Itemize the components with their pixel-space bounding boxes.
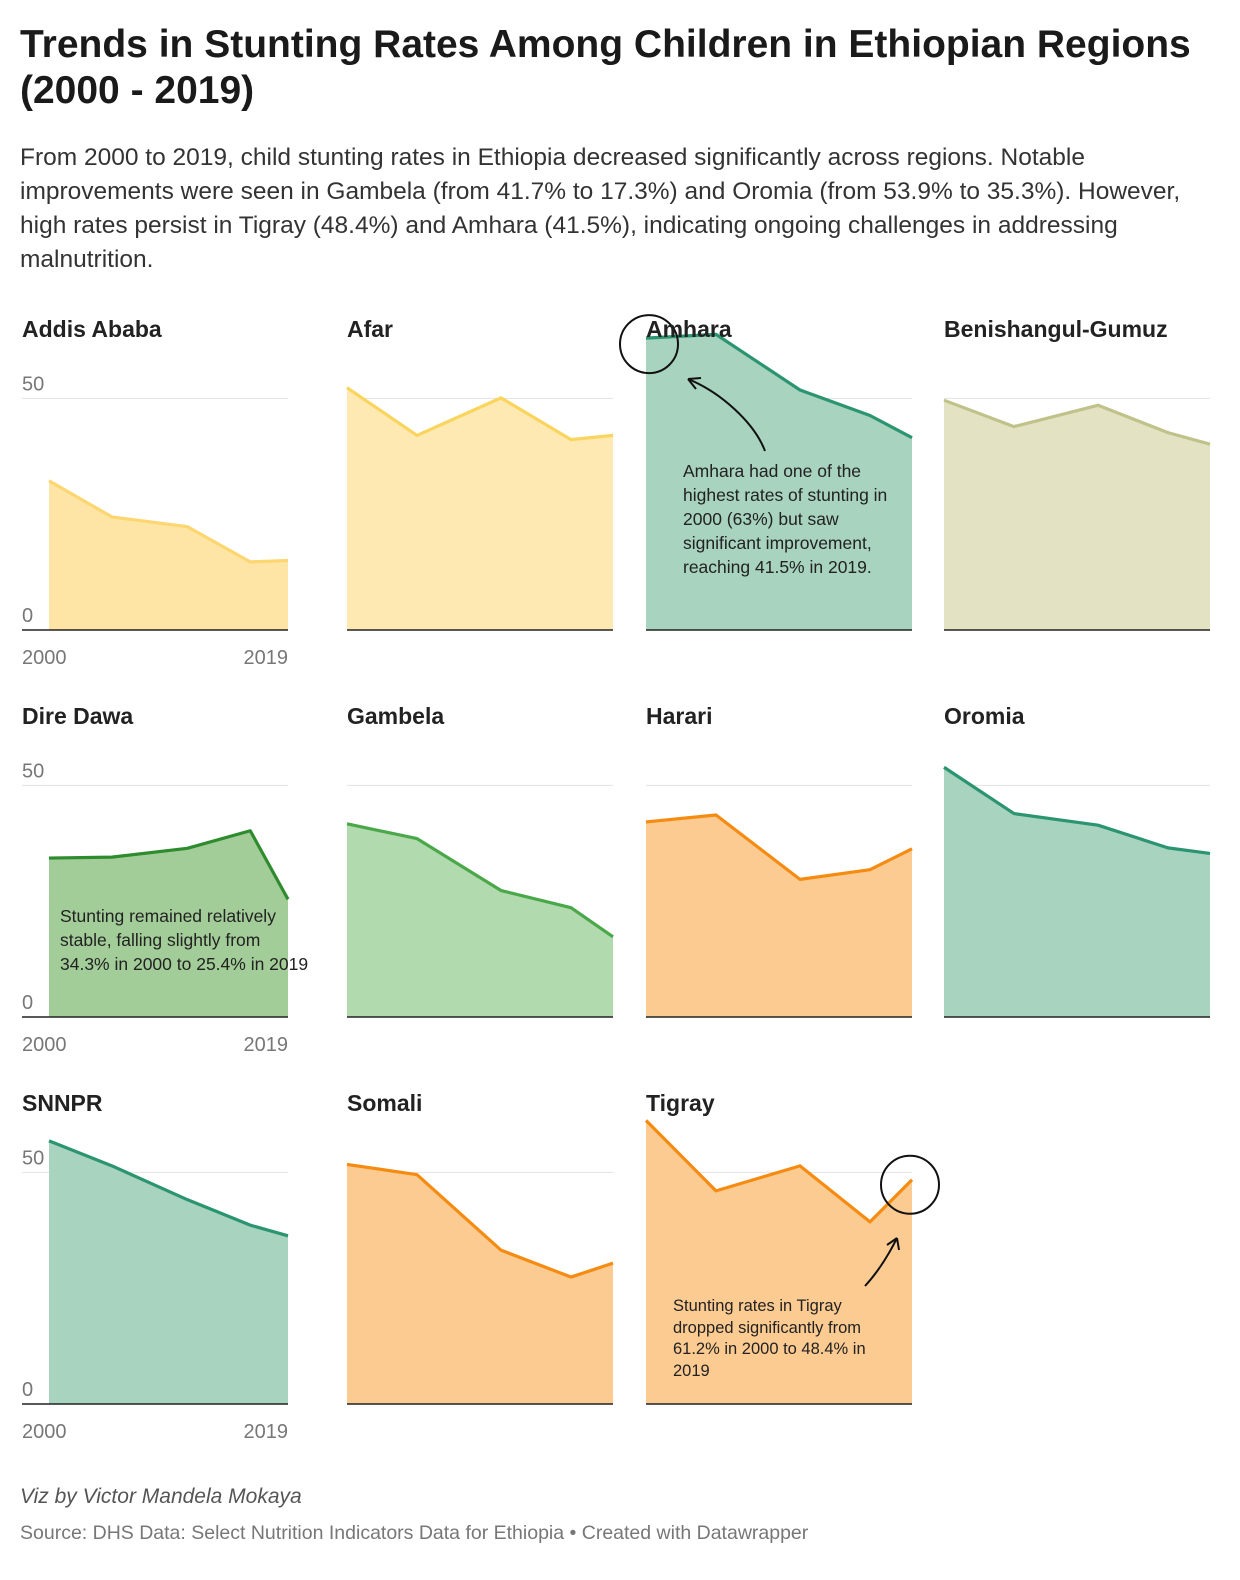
- series-line: [645, 813, 913, 881]
- series-line: [346, 1162, 614, 1279]
- panel-plot: 50 0 2000 2019: [22, 373, 289, 669]
- panel-title: Benishangul-Gumuz: [944, 316, 1168, 342]
- panel-title: Gambela: [347, 703, 445, 729]
- y-tick-label-0: 0: [22, 605, 33, 627]
- area-fill: [347, 823, 613, 1017]
- annotation-tigray: Stunting rates in Tigray dropped signifi…: [673, 1297, 866, 1380]
- panel-title: Amhara: [646, 316, 732, 342]
- annotation-dire-dawa: Stunting remained relatively stable, fal…: [60, 906, 309, 974]
- y-tick-label-0: 0: [22, 992, 33, 1014]
- panel-title: Dire Dawa: [22, 703, 134, 729]
- chart-title: Trends in Stunting Rates Among Children …: [20, 23, 1191, 112]
- panel-benishangul-gumuz: Benishangul-Gumuz: [943, 316, 1214, 686]
- panel-plot: 50 0 2000 2019: [22, 1139, 289, 1443]
- y-tick-label-50: 50: [22, 373, 44, 395]
- area-fill: [49, 1140, 288, 1404]
- area-fill: [347, 387, 613, 630]
- area-fill: [944, 767, 1210, 1017]
- chart-description: From 2000 to 2019, child stunting rates …: [20, 144, 1181, 273]
- panel-plot: [346, 1162, 614, 1405]
- x-tick-label-end: 2019: [244, 647, 289, 669]
- panel-tigray: Tigray Stunting rates in Tigray dropped s…: [644, 1090, 940, 1460]
- panel-title: Tigray: [646, 1090, 715, 1116]
- y-tick-label-0: 0: [22, 1379, 33, 1401]
- area-fill: [944, 400, 1210, 630]
- panel-amhara: Amhara Amhara had one of the highest rate…: [619, 314, 916, 686]
- panel-plot: [619, 314, 913, 631]
- panel-snnpr: 50 0 2000 2019 SNNPR: [22, 1090, 292, 1460]
- arrow-head: [886, 1237, 900, 1251]
- x-tick-label-start: 2000: [22, 647, 67, 669]
- series-line: [346, 386, 614, 442]
- panel-plot: [346, 784, 614, 1018]
- panel-harari: Harari: [645, 703, 916, 1073]
- annotation-amhara: Amhara had one of the highest rates of s…: [683, 461, 888, 577]
- panel-title: Somali: [347, 1090, 423, 1116]
- x-tick-label-end: 2019: [244, 1421, 289, 1443]
- area-fill: [646, 1120, 912, 1404]
- series-line: [943, 398, 1211, 446]
- panel-dire-dawa: 50 0 2000 2019 Dire Dawa Stunting remained re…: [22, 703, 308, 1073]
- area-fill: [49, 480, 288, 630]
- panel-title: Oromia: [944, 703, 1025, 729]
- annotation-arrow: [687, 378, 766, 452]
- panel-title: Harari: [646, 703, 713, 729]
- series-line: [645, 332, 913, 440]
- panel-afar: Afar: [346, 316, 617, 686]
- y-tick-label-50: 50: [22, 760, 44, 782]
- panel-plot: [644, 1119, 940, 1405]
- area-fill: [646, 814, 912, 1017]
- series-line: [48, 1139, 289, 1238]
- x-tick-label-start: 2000: [22, 1421, 67, 1443]
- panel-gambela: Gambela: [346, 703, 617, 1073]
- area-fill: [646, 334, 912, 630]
- panel-oromia: Oromia: [943, 703, 1214, 1073]
- series-line: [346, 822, 614, 939]
- panel-title: Afar: [347, 316, 394, 342]
- panel-somali: Somali: [346, 1090, 617, 1460]
- highlight-circle: [880, 1154, 940, 1215]
- arrow-head: [687, 377, 702, 390]
- panel-title: SNNPR: [22, 1090, 103, 1116]
- panel-plot: 50 0 2000 2019: [22, 760, 290, 1056]
- highlight-circle: [619, 314, 679, 375]
- y-tick-label-50: 50: [22, 1147, 44, 1169]
- panel-plot: [943, 765, 1211, 1018]
- panel-plot: [645, 784, 913, 1018]
- panel-plot: [943, 397, 1211, 631]
- series-line: [644, 1119, 914, 1224]
- source-line: Source: DHS Data: Select Nutrition Indic…: [20, 1522, 809, 1544]
- x-tick-label-end: 2019: [244, 1034, 289, 1056]
- series-line: [48, 479, 289, 564]
- series-line: [943, 765, 1211, 856]
- panel-plot: [346, 386, 614, 631]
- credit-line: Viz by Victor Mandela Mokaya: [20, 1485, 302, 1508]
- panel-addis-ababa: 50 0 2000 2019 Addis Ababa: [22, 316, 292, 686]
- series-line: [48, 829, 290, 901]
- panel-title: Addis Ababa: [22, 316, 162, 342]
- annotation-arrow: [864, 1237, 898, 1287]
- area-fill: [347, 1164, 613, 1404]
- x-tick-label-start: 2000: [22, 1034, 67, 1056]
- area-fill: [49, 830, 288, 1017]
